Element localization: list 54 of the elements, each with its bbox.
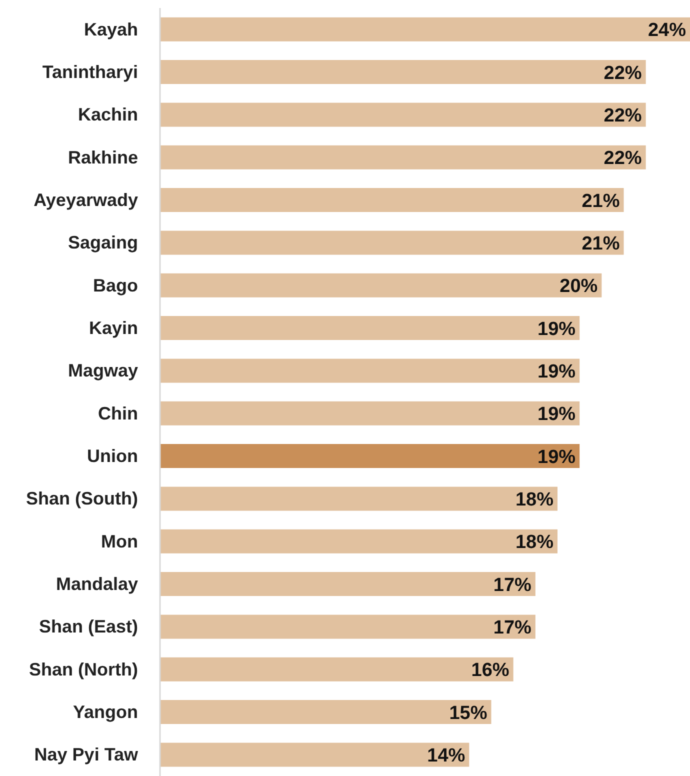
bar xyxy=(160,102,646,127)
bar xyxy=(160,700,492,724)
data-label: 22% xyxy=(604,105,642,126)
data-label: 17% xyxy=(493,617,532,638)
y-tick-label: Magway xyxy=(68,360,138,381)
y-tick-label: Rakhine xyxy=(68,147,138,168)
bar xyxy=(160,358,580,383)
y-tick-label: Shan (East) xyxy=(38,616,138,637)
y-tick-label: Union xyxy=(87,446,138,466)
y-tick-label: Tanintharyi xyxy=(42,62,138,82)
bar xyxy=(160,529,558,554)
bar xyxy=(160,188,624,212)
bar xyxy=(160,742,470,767)
bar xyxy=(160,145,646,170)
y-tick-label: Ayeyarwady xyxy=(34,190,138,210)
data-label: 17% xyxy=(493,574,532,596)
data-label: 19% xyxy=(538,446,576,468)
data-label: 18% xyxy=(515,489,554,510)
y-tick-label: Sagaing xyxy=(68,232,138,253)
bar xyxy=(160,230,624,255)
bar xyxy=(160,657,514,682)
data-label: 16% xyxy=(471,660,510,682)
y-tick-label: Kachin xyxy=(78,104,138,125)
bar xyxy=(160,572,536,596)
data-label: 14% xyxy=(427,745,466,766)
data-label: 24% xyxy=(648,20,686,42)
y-tick-label: Yangon xyxy=(72,702,138,722)
y-tick-label: Chin xyxy=(98,403,138,424)
bar xyxy=(160,444,580,468)
data-label: 19% xyxy=(538,404,576,426)
bar xyxy=(160,614,536,639)
data-label: 22% xyxy=(604,148,642,170)
data-label: 20% xyxy=(560,276,598,298)
y-tick-label: Kayin xyxy=(88,318,138,338)
bar xyxy=(160,316,580,340)
data-label: 21% xyxy=(582,233,620,254)
bar xyxy=(160,273,602,298)
data-label: 18% xyxy=(515,532,554,554)
y-tick-label: Mon xyxy=(101,531,138,552)
y-tick-label: Nay Pyi Taw xyxy=(34,744,139,765)
y-tick-label: Shan (South) xyxy=(26,488,138,509)
bar xyxy=(160,401,580,426)
data-label: 21% xyxy=(582,190,620,212)
y-tick-label: Shan (North) xyxy=(29,659,138,680)
bar xyxy=(160,486,558,511)
bar xyxy=(160,17,690,42)
y-tick-label: Mandalay xyxy=(56,574,138,594)
bar xyxy=(160,60,646,84)
data-label: 19% xyxy=(538,361,576,382)
data-label: 19% xyxy=(538,318,576,340)
y-tick-label: Kayah xyxy=(84,19,138,40)
y-tick-label: Bago xyxy=(93,275,138,296)
data-label: 22% xyxy=(604,62,642,84)
data-label: 15% xyxy=(449,702,488,724)
